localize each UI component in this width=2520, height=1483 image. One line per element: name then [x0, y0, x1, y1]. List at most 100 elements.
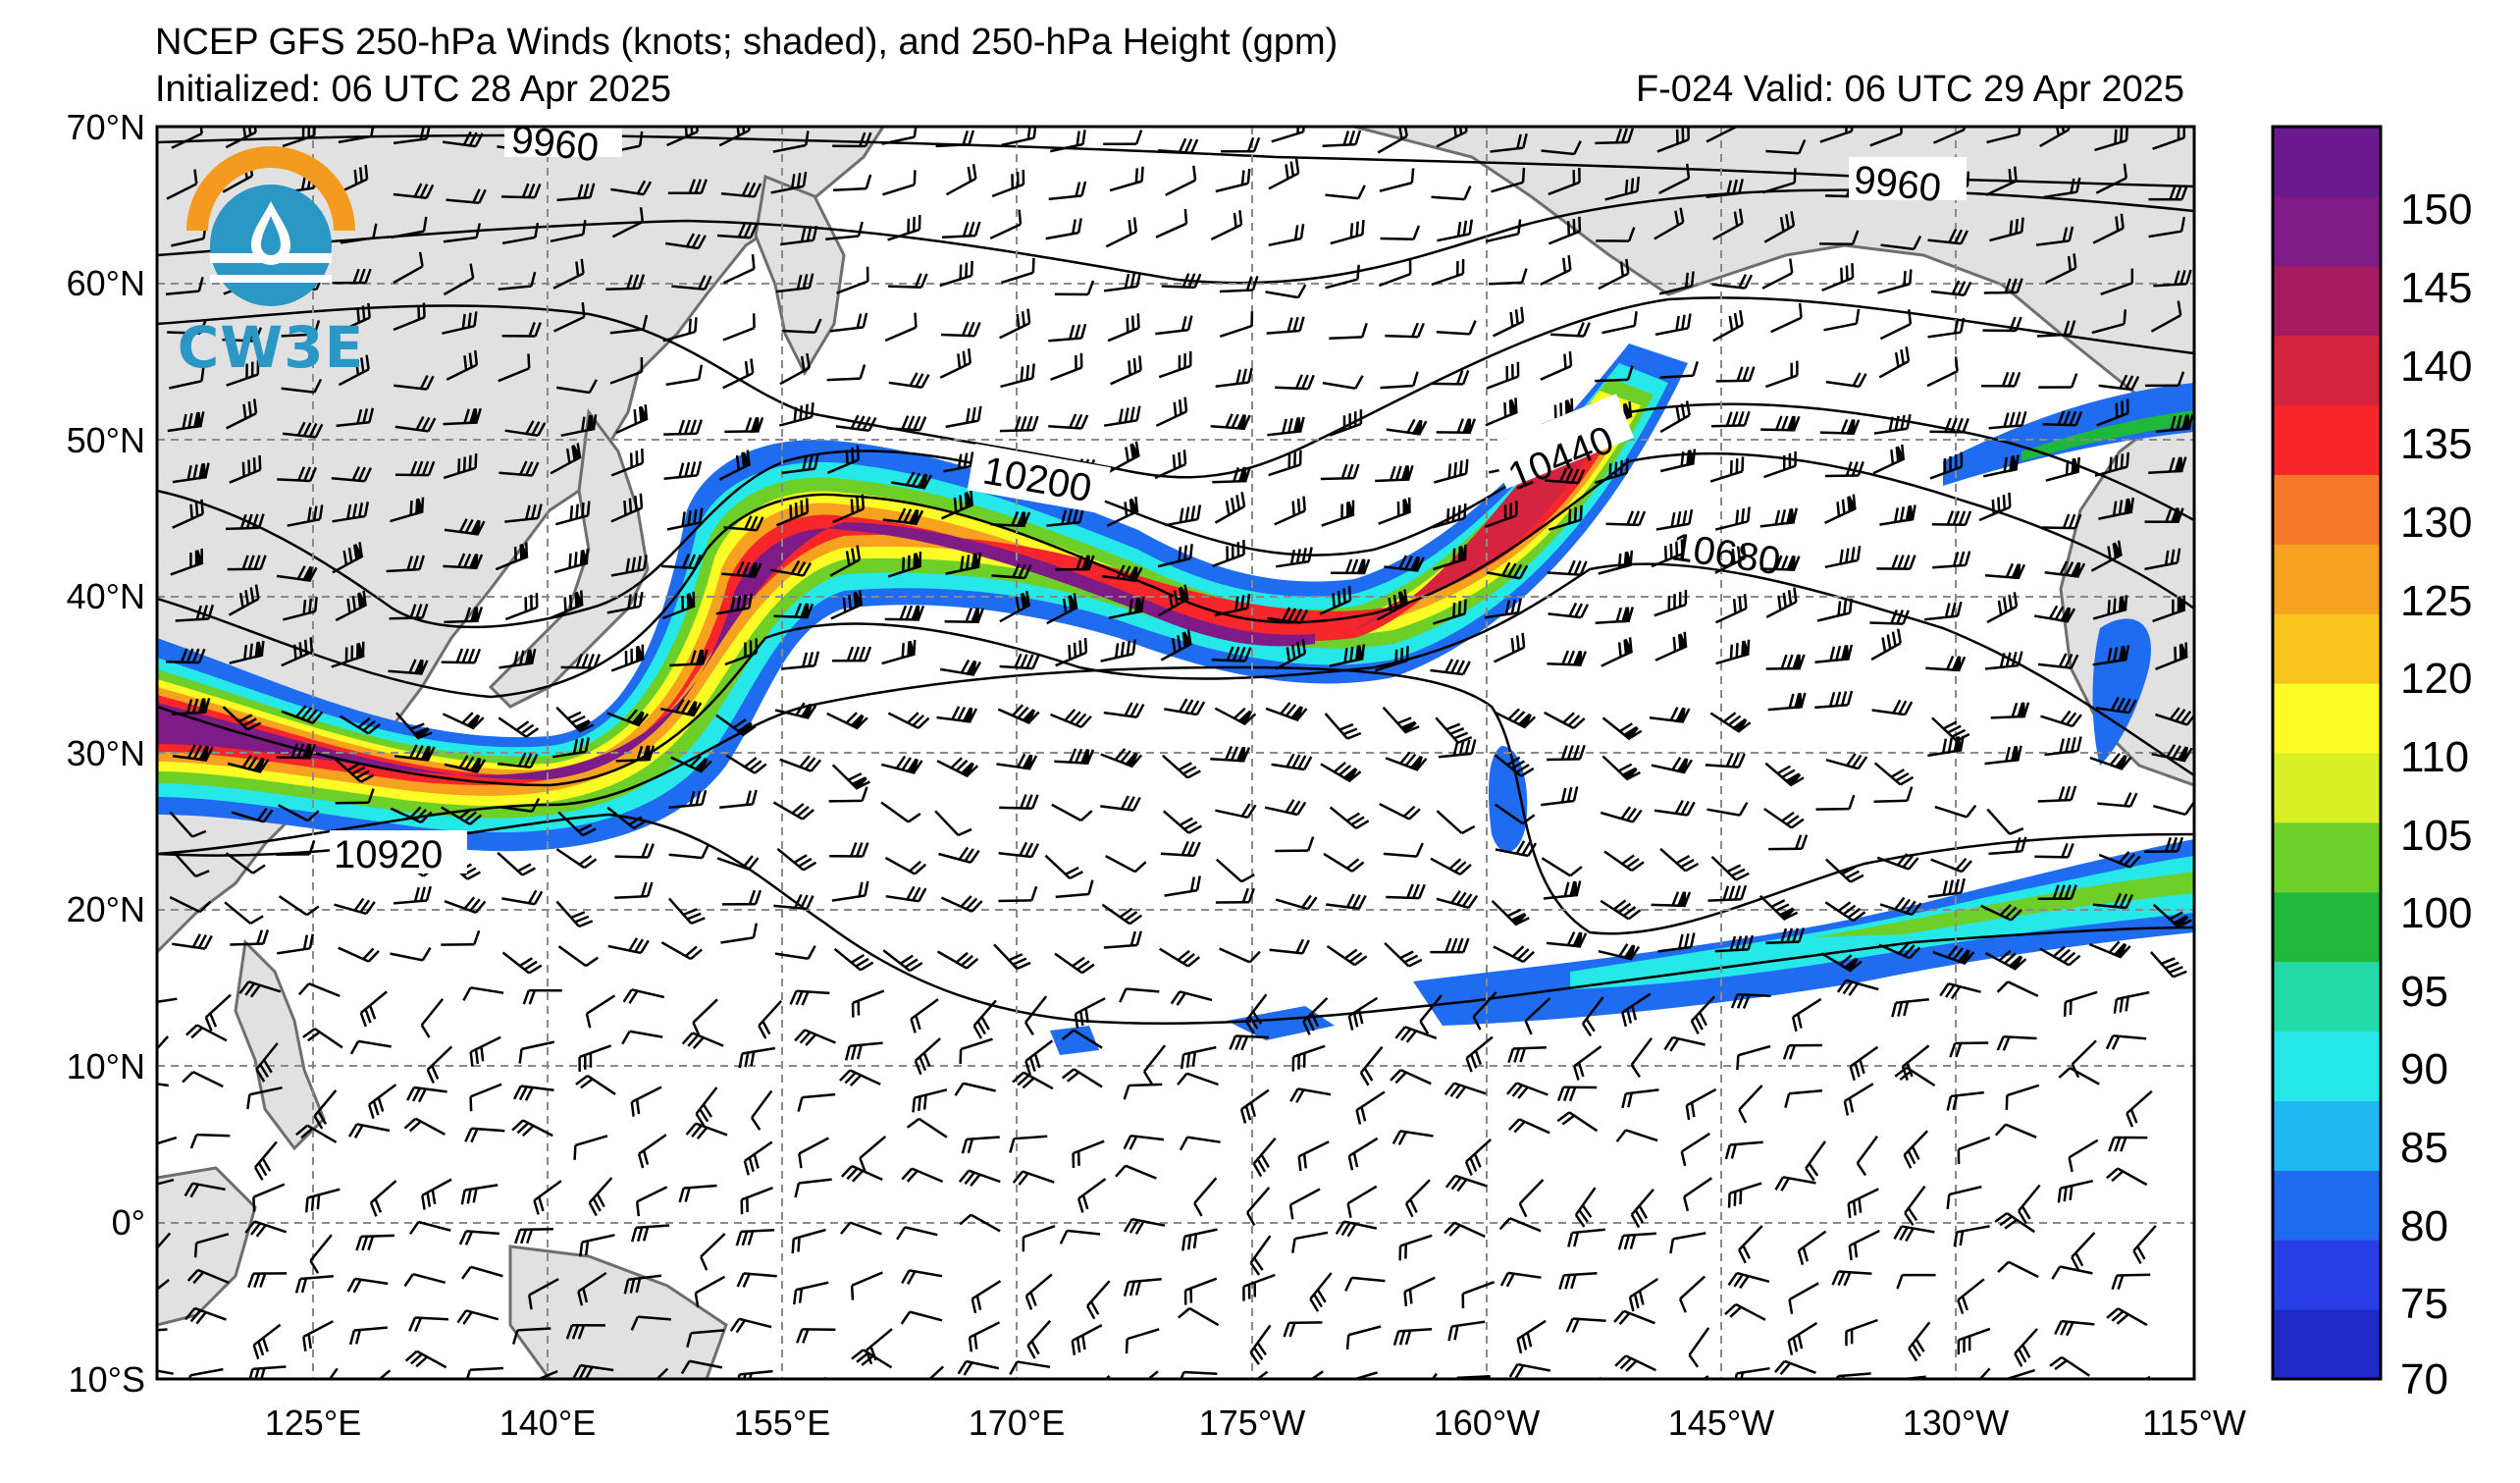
wind-barb: [941, 321, 981, 338]
wind-barb: [1155, 208, 1188, 238]
wind-barb: [394, 416, 437, 433]
wind-barb: [172, 744, 214, 762]
wind-barb: [723, 515, 764, 532]
wind-barb: [832, 132, 872, 148]
wind-barb: [1966, 1367, 1991, 1379]
wind-barb: [1268, 158, 1300, 190]
wind-barb: [1946, 1090, 1984, 1111]
wind-barb: [2094, 127, 2129, 152]
wind-barb: [1763, 450, 1797, 479]
wind-barb: [1932, 945, 1975, 966]
wind-barb: [610, 180, 653, 196]
wind-barb: [2150, 300, 2182, 333]
wind-barb: [1009, 1135, 1048, 1153]
wind-barb: [1347, 996, 1379, 1031]
wind-barb: [1322, 130, 1362, 147]
wind-barb: [1759, 507, 1799, 528]
wind-barb: [665, 364, 704, 387]
wind-barb: [1876, 555, 1916, 570]
wind-barb: [881, 127, 919, 145]
wind-barb: [661, 554, 703, 570]
wind-barb: [1433, 599, 1467, 625]
wind-barb: [614, 881, 654, 900]
wind-barb: [1548, 504, 1583, 531]
wind-barb: [171, 127, 203, 149]
wind-barb: [1908, 1321, 1931, 1362]
wind-barb: [227, 555, 267, 571]
wind-barb: [513, 1227, 553, 1245]
wind-barb: [394, 744, 436, 762]
wind-barb: [253, 1140, 278, 1181]
wind-barb: [443, 263, 475, 296]
wind-barb: [1903, 1130, 1929, 1169]
wind-barb: [1849, 1045, 1879, 1082]
wind-barb: [1659, 400, 1691, 434]
colorbar-tick: 70: [2400, 1355, 2448, 1404]
wind-barb: [228, 584, 260, 616]
wind-barb: [1871, 699, 1914, 716]
colorbar-segment: [2273, 474, 2381, 545]
wind-barb: [421, 1178, 452, 1210]
wind-barb: [504, 420, 547, 437]
wind-barb: [332, 542, 364, 574]
wind-barb: [724, 638, 759, 666]
wind-barb: [1598, 258, 1630, 291]
wind-barb: [1630, 1036, 1654, 1079]
longitude-labels: 125°E 140°E 155°E 170°E 175°W 160°W 145°…: [265, 1403, 2246, 1443]
wind-barb: [2106, 1307, 2148, 1327]
map-title: NCEP GFS 250-hPa Winds (knots; shaded), …: [155, 22, 1339, 63]
wind-barb: [1384, 941, 1423, 968]
wind-barb: [1436, 418, 1477, 435]
wind-barb: [560, 653, 602, 669]
wind-barb: [1472, 991, 1497, 1031]
wind-barb: [840, 1164, 883, 1183]
wind-barb: [1621, 1088, 1659, 1109]
wind-barb: [1465, 1035, 1494, 1073]
wind-barb: [1050, 709, 1092, 729]
wind-barb: [2033, 605, 2076, 623]
wind-barb: [1390, 1069, 1432, 1086]
wind-barb: [1323, 852, 1365, 873]
wind-barb: [551, 590, 584, 619]
wind-barb: [1659, 847, 1700, 873]
wind-barb: [1345, 1325, 1382, 1351]
wind-barb: [725, 754, 767, 774]
wind-barb: [316, 1367, 339, 1379]
wind-barb: [501, 322, 542, 338]
wind-barb: [1843, 1083, 1874, 1116]
wind-barb: [610, 555, 648, 577]
wind-barb: [1344, 1276, 1386, 1292]
wind-barb: [910, 998, 939, 1033]
wind-barb: [1239, 1370, 1269, 1379]
wind-barb: [1219, 311, 1254, 338]
wind-barb: [1291, 1231, 1329, 1253]
wind-barb: [2153, 269, 2192, 288]
wind-barb: [721, 560, 762, 578]
wind-barb: [332, 502, 370, 523]
wind-barb: [1162, 754, 1201, 779]
wind-barb: [2148, 216, 2186, 238]
wind-barb: [1594, 458, 1629, 484]
wind-barb: [1654, 313, 1692, 337]
wind-barb: [1877, 269, 1913, 294]
wind-barb: [1989, 217, 2024, 242]
wind-barb: [669, 649, 709, 667]
wind-barb: [611, 207, 645, 238]
wind-barb: [1814, 644, 1854, 664]
wind-barb: [222, 326, 263, 343]
wind-barb: [1714, 934, 1755, 953]
wind-barb: [829, 312, 868, 333]
wind-barb: [1709, 456, 1745, 483]
wind-barb: [791, 1228, 826, 1254]
wind-barb: [309, 1234, 333, 1274]
wind-barb: [2095, 163, 2127, 194]
wind-barb: [1022, 1225, 1056, 1252]
wind-barb: [1550, 322, 1591, 338]
wind-barb: [1848, 1229, 1880, 1261]
wind-barb: [828, 786, 868, 803]
wind-barb: [336, 407, 375, 428]
wind-barb: [1325, 264, 1360, 290]
wind-barb: [1946, 1185, 1982, 1210]
wind-barb: [944, 608, 984, 624]
wind-barb: [420, 998, 445, 1038]
